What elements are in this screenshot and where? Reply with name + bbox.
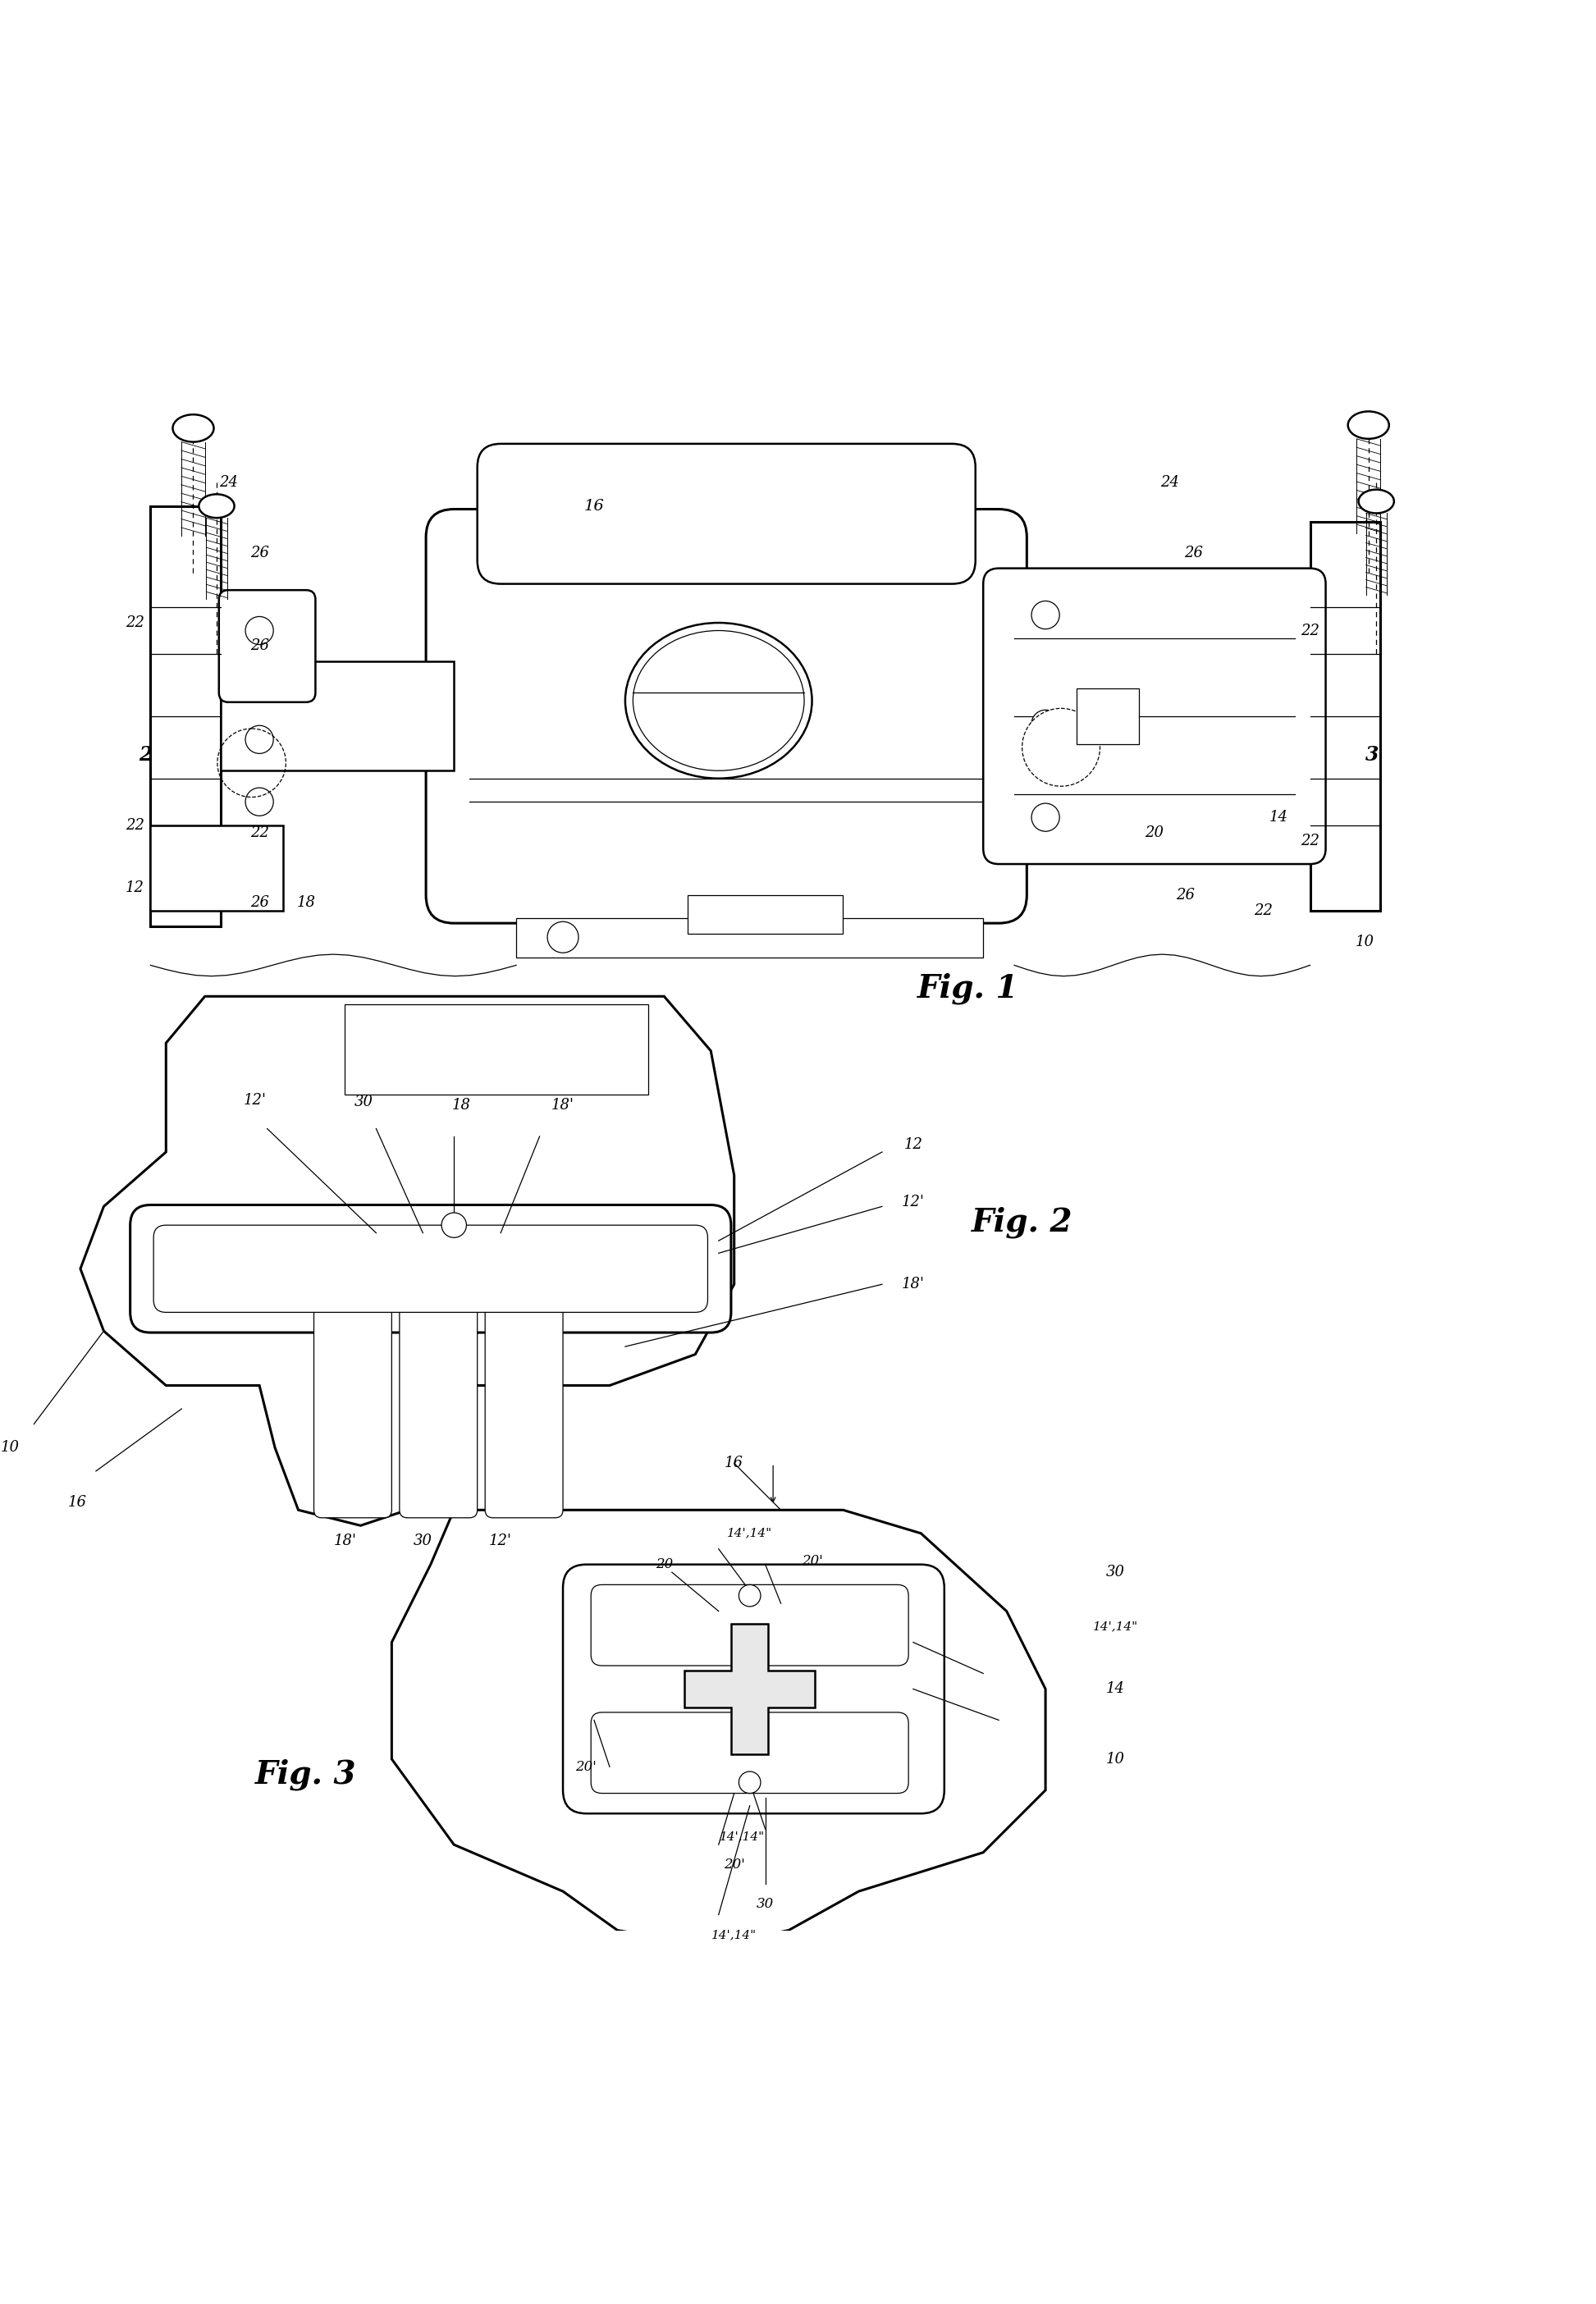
FancyBboxPatch shape <box>219 590 316 703</box>
Circle shape <box>739 1772 761 1793</box>
Circle shape <box>1031 710 1060 737</box>
Text: Fig. 2: Fig. 2 <box>972 1207 1073 1237</box>
FancyBboxPatch shape <box>983 569 1326 864</box>
Text: 16: 16 <box>69 1495 86 1509</box>
Text: 22: 22 <box>251 825 268 841</box>
Text: 18: 18 <box>297 896 316 910</box>
Text: 12': 12' <box>490 1534 512 1548</box>
Text: 10: 10 <box>2 1440 19 1456</box>
FancyBboxPatch shape <box>1077 689 1140 744</box>
Text: 12': 12' <box>243 1094 267 1108</box>
FancyBboxPatch shape <box>220 661 453 770</box>
Text: 24: 24 <box>1160 475 1179 491</box>
Text: 14',14": 14',14" <box>712 1928 757 1940</box>
Polygon shape <box>685 1624 816 1753</box>
Circle shape <box>547 922 578 954</box>
Text: 24: 24 <box>219 475 238 491</box>
Text: 10: 10 <box>1106 1751 1125 1767</box>
Ellipse shape <box>200 495 235 518</box>
FancyBboxPatch shape <box>591 1585 908 1666</box>
Text: 30: 30 <box>413 1534 433 1548</box>
Text: 2: 2 <box>139 744 153 765</box>
Text: 12': 12' <box>902 1193 924 1210</box>
Text: 30: 30 <box>354 1094 373 1111</box>
FancyBboxPatch shape <box>150 825 282 910</box>
Ellipse shape <box>172 415 214 442</box>
Circle shape <box>246 788 273 816</box>
Text: 22: 22 <box>1301 834 1320 848</box>
Text: 20': 20' <box>801 1555 822 1569</box>
Text: 22: 22 <box>126 818 144 832</box>
FancyBboxPatch shape <box>150 507 220 926</box>
Text: 18: 18 <box>452 1099 471 1113</box>
Text: 18': 18' <box>334 1534 356 1548</box>
Circle shape <box>1031 804 1060 832</box>
FancyBboxPatch shape <box>688 896 843 933</box>
Text: 16: 16 <box>584 498 605 514</box>
Text: 16: 16 <box>725 1456 744 1470</box>
Text: 20': 20' <box>576 1760 597 1774</box>
FancyBboxPatch shape <box>516 919 983 958</box>
Circle shape <box>1031 601 1060 629</box>
FancyBboxPatch shape <box>563 1564 945 1813</box>
Text: Fig. 1: Fig. 1 <box>918 972 1018 1005</box>
FancyBboxPatch shape <box>399 1304 477 1518</box>
Text: 18': 18' <box>552 1099 575 1113</box>
Text: 30: 30 <box>757 1896 774 1910</box>
Text: 20: 20 <box>1144 825 1163 841</box>
Text: 22: 22 <box>1301 622 1320 638</box>
Text: 26: 26 <box>1184 546 1203 560</box>
Text: 22: 22 <box>126 615 144 631</box>
Text: 26: 26 <box>251 546 268 560</box>
Text: 14',14": 14',14" <box>1093 1622 1138 1634</box>
Circle shape <box>1021 707 1100 786</box>
Circle shape <box>739 1585 761 1606</box>
Ellipse shape <box>626 622 812 779</box>
Text: 12: 12 <box>126 880 144 894</box>
Polygon shape <box>391 1509 1045 1947</box>
Text: 26: 26 <box>251 638 268 654</box>
Text: 22: 22 <box>1254 903 1274 917</box>
Text: 14',14": 14',14" <box>728 1528 772 1539</box>
FancyBboxPatch shape <box>153 1226 707 1313</box>
Ellipse shape <box>1358 488 1393 514</box>
Text: 26: 26 <box>1176 887 1195 903</box>
Text: 18': 18' <box>902 1276 924 1293</box>
FancyBboxPatch shape <box>477 445 975 583</box>
FancyBboxPatch shape <box>591 1712 908 1793</box>
FancyBboxPatch shape <box>345 1005 648 1094</box>
Circle shape <box>246 726 273 753</box>
Text: 26: 26 <box>251 896 268 910</box>
Polygon shape <box>80 995 734 1525</box>
FancyBboxPatch shape <box>485 1304 563 1518</box>
Text: 3: 3 <box>1366 744 1379 765</box>
Text: 20: 20 <box>656 1558 674 1571</box>
Text: 10: 10 <box>1355 935 1374 949</box>
FancyBboxPatch shape <box>314 1304 391 1518</box>
Text: 12: 12 <box>903 1136 922 1152</box>
Ellipse shape <box>1349 412 1389 438</box>
FancyBboxPatch shape <box>426 509 1026 924</box>
Text: 20': 20' <box>723 1857 745 1871</box>
Text: 30: 30 <box>1106 1564 1125 1581</box>
FancyBboxPatch shape <box>1310 521 1381 910</box>
Text: Fig. 3: Fig. 3 <box>255 1758 358 1790</box>
FancyBboxPatch shape <box>131 1205 731 1332</box>
Text: 14',14": 14',14" <box>720 1832 764 1843</box>
Text: 14: 14 <box>1269 811 1288 825</box>
Circle shape <box>246 617 273 645</box>
Text: 14: 14 <box>1106 1682 1125 1696</box>
Circle shape <box>442 1212 466 1237</box>
